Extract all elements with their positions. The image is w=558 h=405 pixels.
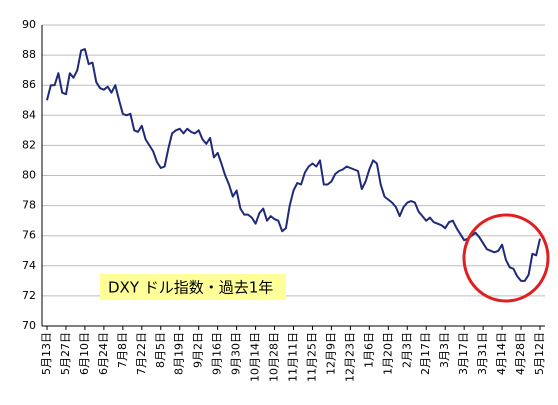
x-tick-label: 7月22日	[135, 332, 148, 375]
annotation-box	[100, 274, 286, 300]
x-tick-label: 4月14日	[495, 332, 508, 375]
x-tick-label: 12月9日	[324, 332, 337, 375]
y-tick-label: 80	[22, 169, 36, 182]
x-tick-label: 4月28日	[514, 332, 527, 375]
x-tick-label: 3月17日	[457, 332, 470, 375]
x-tick-label: 6月24日	[97, 332, 110, 375]
y-tick-label: 78	[22, 199, 36, 212]
x-tick-label: 3月31日	[476, 332, 489, 375]
x-tick-label: 2月3日	[400, 332, 413, 368]
y-tick-label: 76	[22, 229, 36, 242]
y-tick-label: 90	[22, 18, 36, 31]
x-tick-label: 5月13日	[40, 332, 53, 375]
x-tick-label: 1月6日	[362, 332, 375, 368]
annotation: DXY ドル指数・過去1年	[108, 279, 273, 297]
x-tick-label: 2月17日	[419, 332, 432, 375]
y-tick-label: 74	[22, 259, 36, 272]
x-tick-label: 1月20日	[381, 332, 394, 375]
x-tick-label: 5月27日	[59, 332, 72, 375]
x-tick-label: 5月12日	[533, 332, 546, 375]
plot	[46, 48, 541, 282]
x-tick-label: 8月5日	[154, 332, 167, 368]
y-tick-label: 88	[22, 48, 36, 61]
y-tick-label: 86	[22, 78, 36, 91]
x-tick-label: 11月25日	[305, 332, 318, 382]
x-tick-label: 9月16日	[211, 332, 224, 375]
x-tick-label: 9月30日	[230, 332, 243, 375]
x-tick-label: 3月3日	[438, 332, 451, 368]
x-tick-label: 10月14日	[249, 332, 262, 382]
x-tick-label: 8月19日	[173, 332, 186, 375]
line	[46, 48, 541, 282]
y-tick-label: 82	[22, 138, 36, 151]
x-tick-label: 11月11日	[287, 332, 300, 382]
x-tick-label: 7月8日	[116, 332, 129, 368]
highlight-circle	[462, 213, 550, 303]
y-tick-label: 84	[22, 108, 36, 121]
x-tick-label: 9月2日	[192, 332, 205, 368]
y-tick-label: 72	[22, 289, 36, 302]
x-tick-label: 6月10日	[78, 332, 91, 375]
x-tick-label: 10月28日	[268, 332, 281, 382]
x-tick-label: 12月23日	[343, 332, 356, 382]
y-tick-label: 70	[22, 319, 36, 332]
